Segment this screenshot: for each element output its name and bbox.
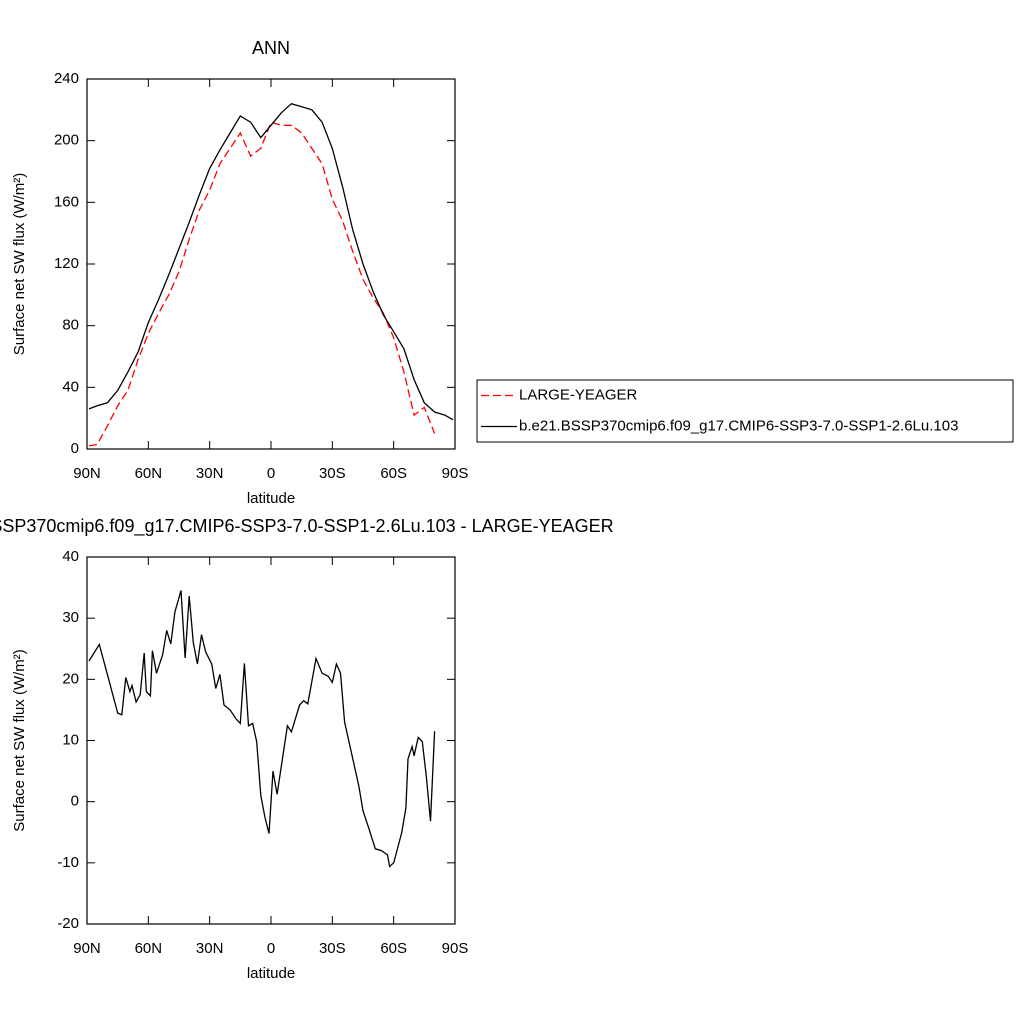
y-tick-label: 40 [62, 378, 79, 395]
plot-frame [86, 556, 456, 925]
legend-label: LARGE-YEAGER [519, 386, 638, 403]
legend-box [476, 379, 1014, 443]
y-tick-label: 160 [54, 193, 79, 210]
data-line [88, 590, 436, 868]
x-tick-label: 90N [73, 940, 101, 957]
plot-frame [86, 78, 456, 450]
y-tick-label: 0 [71, 793, 79, 810]
y-axis-label: Surface net SW flux (W/m²) [11, 173, 28, 356]
y-tick-label: 0 [71, 440, 79, 457]
data-line [88, 121, 436, 447]
x-tick-label: 30S [319, 940, 346, 957]
x-tick-label: 90N [73, 465, 101, 482]
y-tick-label: 20 [62, 670, 79, 687]
x-tick-label: 30S [319, 465, 346, 482]
x-tick-label: 0 [267, 465, 275, 482]
legend-label: b.e21.BSSP370cmip6.f09_g17.CMIP6-SSP3-7.… [519, 417, 958, 434]
data-line [88, 102, 454, 421]
x-tick-label: 30N [196, 940, 224, 957]
x-tick-label: 90S [442, 465, 469, 482]
y-tick-label: -20 [57, 915, 79, 932]
y-axis-label: Surface net SW flux (W/m²) [11, 649, 28, 832]
x-tick-label: 30N [196, 465, 224, 482]
y-tick-label: 240 [54, 70, 79, 87]
y-tick-label: 40 [62, 548, 79, 565]
x-tick-label: 60S [380, 940, 407, 957]
x-tick-label: 60S [380, 465, 407, 482]
x-tick-label: 0 [267, 940, 275, 957]
chart-title: ANN [252, 38, 290, 58]
y-tick-label: 80 [62, 317, 79, 334]
chart-title: b.e21.BSSP370cmip6.f09_g17.CMIP6-SSP3-7.… [0, 516, 614, 537]
y-tick-label: -10 [57, 854, 79, 871]
x-tick-label: 90S [442, 940, 469, 957]
x-axis-label: latitude [247, 490, 295, 507]
legend: LARGE-YEAGER b.e21.BSSP370cmip6.f09_g17.C… [476, 379, 1014, 443]
x-tick-label: 60N [135, 940, 163, 957]
y-tick-label: 200 [54, 132, 79, 149]
x-tick-label: 60N [135, 465, 163, 482]
x-axis-label: latitude [247, 965, 295, 982]
y-tick-label: 120 [54, 255, 79, 272]
y-tick-label: 10 [62, 731, 79, 748]
y-tick-label: 30 [62, 609, 79, 626]
